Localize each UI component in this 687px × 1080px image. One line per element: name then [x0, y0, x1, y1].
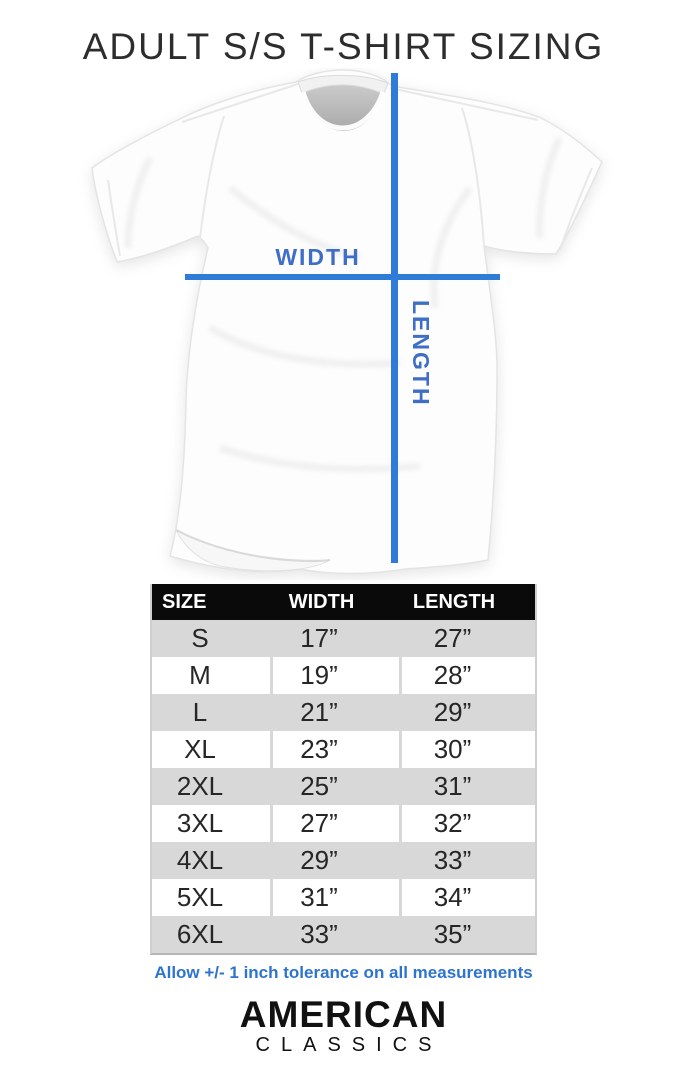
table-row: L 21” 29”: [152, 694, 535, 731]
width-value: 33”: [270, 916, 399, 953]
width-value: 17”: [270, 620, 399, 657]
size-value: 3XL: [176, 808, 224, 838]
table-header-row: SIZE WIDTH LENGTH: [152, 584, 535, 620]
size-value: 6XL: [176, 919, 224, 949]
size-value: M: [189, 660, 211, 690]
width-value: 21”: [270, 694, 399, 731]
length-value: 28”: [399, 657, 535, 694]
width-value: 23”: [270, 731, 399, 768]
length-value: 32”: [399, 805, 535, 842]
column-header-length: LENGTH: [412, 591, 496, 613]
length-measure-line: [391, 73, 398, 563]
size-value: 4XL: [176, 845, 224, 875]
brand-name-line2: CLASSICS: [255, 1034, 443, 1056]
table-row: S 17” 27”: [152, 620, 535, 657]
length-value: 27”: [399, 620, 535, 657]
width-value: 25”: [270, 768, 399, 805]
size-value: L: [192, 697, 208, 727]
table-row: 5XL 31” 34”: [152, 879, 535, 916]
width-label: WIDTH: [275, 244, 361, 270]
size-chart-table: SIZE WIDTH LENGTH S 17” 27” M 19” 28” L …: [150, 584, 537, 955]
table-row: 3XL 27” 32”: [152, 805, 535, 842]
size-value: XL: [184, 734, 216, 764]
length-label: LENGTH: [408, 300, 434, 407]
tshirt-image: [91, 69, 603, 575]
length-value: 33”: [399, 842, 535, 879]
column-header-width: WIDTH: [288, 591, 355, 613]
brand-logo: AMERICAN CLASSICS: [0, 994, 687, 1057]
length-value: 34”: [399, 879, 535, 916]
column-header-size: SIZE: [162, 591, 207, 613]
tshirt-measurement-diagram: WIDTH LENGTH: [0, 68, 687, 580]
size-value: 2XL: [176, 771, 224, 801]
table-row: 2XL 25” 31”: [152, 768, 535, 805]
page-title: ADULT S/S T-SHIRT SIZING: [82, 26, 605, 67]
length-value: 30”: [399, 731, 535, 768]
table-row: XL 23” 30”: [152, 731, 535, 768]
brand-name-line1: AMERICAN: [239, 994, 448, 1035]
table-row: 6XL 33” 35”: [152, 916, 535, 953]
width-value: 19”: [270, 657, 399, 694]
tolerance-note: Allow +/- 1 inch tolerance on all measur…: [154, 963, 533, 982]
size-value: S: [191, 623, 209, 653]
width-value: 31”: [270, 879, 399, 916]
size-value: 5XL: [176, 882, 224, 912]
table-row: 4XL 29” 33”: [152, 842, 535, 879]
width-measure-line: [185, 274, 500, 280]
length-value: 35”: [399, 916, 535, 953]
length-value: 31”: [399, 768, 535, 805]
table-row: M 19” 28”: [152, 657, 535, 694]
width-value: 27”: [270, 805, 399, 842]
width-value: 29”: [270, 842, 399, 879]
length-value: 29”: [399, 694, 535, 731]
